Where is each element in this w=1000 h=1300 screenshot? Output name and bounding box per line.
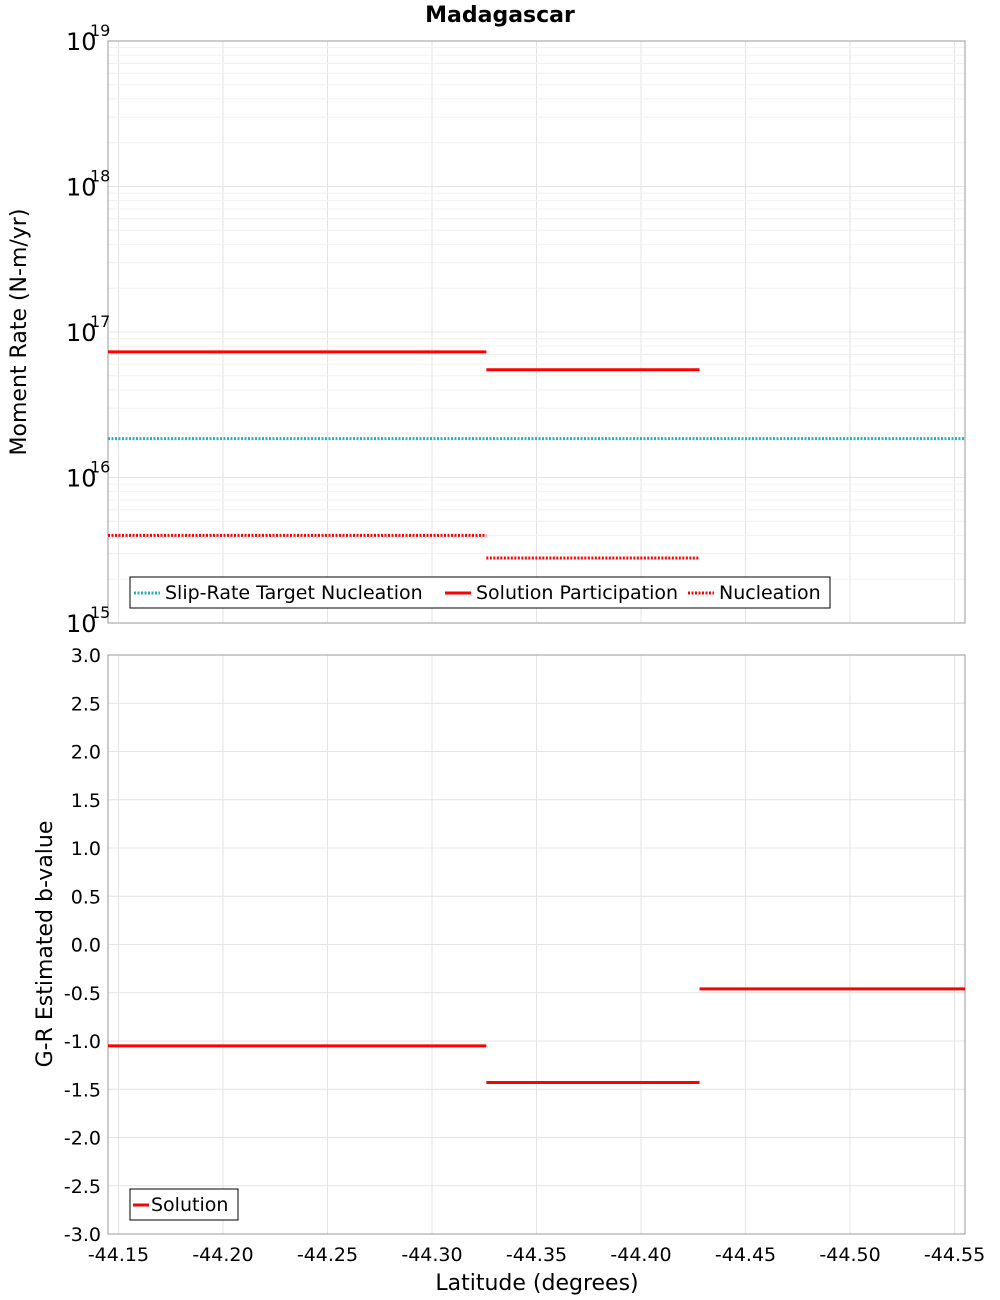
y-tick-label: 2.0 — [71, 742, 101, 764]
y-tick-label: -0.5 — [64, 983, 101, 1005]
y-tick-label: 3.0 — [71, 645, 101, 667]
b-value-series — [108, 987, 965, 1084]
y-tick-base: 10 — [66, 465, 97, 493]
y-tick-label: 1.0 — [71, 838, 101, 860]
x-tick-label: -44.55 — [924, 1244, 985, 1266]
y-tick-base: 10 — [66, 610, 97, 638]
y-tick-label: 1.5 — [71, 790, 101, 812]
x-tick-label: -44.45 — [715, 1244, 776, 1266]
legend-label-1: Solution Participation — [476, 582, 678, 604]
y-tick-label: -2.5 — [64, 1176, 101, 1198]
x-tick-label: -44.20 — [192, 1244, 253, 1266]
legend-label-0: Solution — [151, 1194, 228, 1216]
b-value-panel: 3.0 2.5 2.0 1.5 1.0 0.5 0.0 -0.5 -1.0 -1.5 -2.0 -2.… — [33, 645, 985, 1296]
y-tick-base: 10 — [66, 174, 97, 202]
x-tick-label: -44.25 — [297, 1244, 358, 1266]
x-tick-label: -44.15 — [88, 1244, 149, 1266]
y-tick-exponent: 19 — [90, 21, 110, 40]
moment-rate-grid — [108, 40, 965, 624]
b-value-y-axis-label: G-R Estimated b-value — [33, 821, 58, 1068]
y-tick-label: -3.0 — [64, 1224, 101, 1246]
y-tick-exponent: 18 — [90, 167, 110, 186]
moment-rate-series — [108, 350, 965, 560]
x-tick-label: -44.50 — [819, 1244, 880, 1266]
b-value-legend: Solution — [129, 1188, 239, 1221]
x-tick-label: -44.35 — [506, 1244, 567, 1266]
y-tick-exponent: 17 — [90, 312, 110, 331]
legend-label-0: Slip-Rate Target Nucleation — [165, 582, 423, 604]
latitude-x-ticks: -44.15 -44.20 -44.25 -44.30 -44.35 -44.40 -44.… — [88, 1244, 985, 1266]
moment-rate-y-axis-label: Moment Rate (N-m/yr) — [7, 209, 32, 456]
y-tick-label: 0.0 — [71, 935, 101, 957]
y-tick-base: 10 — [66, 28, 97, 56]
y-tick-label: -2.0 — [64, 1128, 101, 1150]
moment-rate-plot-frame — [107, 40, 966, 624]
legend-label-2: Nucleation — [719, 582, 821, 604]
y-tick-base: 10 — [66, 319, 97, 347]
b-value-grid — [108, 654, 965, 1235]
y-tick-label: 2.5 — [71, 693, 101, 715]
b-value-y-ticks: 3.0 2.5 2.0 1.5 1.0 0.5 0.0 -0.5 -1.0 -1.5 -2.0 -2.… — [64, 645, 101, 1246]
y-tick-exponent: 16 — [90, 458, 110, 477]
y-tick-label: -1.5 — [64, 1079, 101, 1101]
y-tick-label: 0.5 — [71, 886, 101, 908]
y-tick-label: -1.0 — [64, 1031, 101, 1053]
x-tick-label: -44.40 — [610, 1244, 671, 1266]
x-axis-label: Latitude (degrees) — [435, 1271, 638, 1296]
moment-rate-legend: Slip-Rate Target Nucleation Solution Part… — [129, 576, 831, 609]
chart-title: Madagascar — [425, 3, 575, 28]
y-tick-exponent: 15 — [90, 603, 110, 622]
b-value-plot-frame — [107, 654, 966, 1235]
x-tick-label: -44.30 — [401, 1244, 462, 1266]
